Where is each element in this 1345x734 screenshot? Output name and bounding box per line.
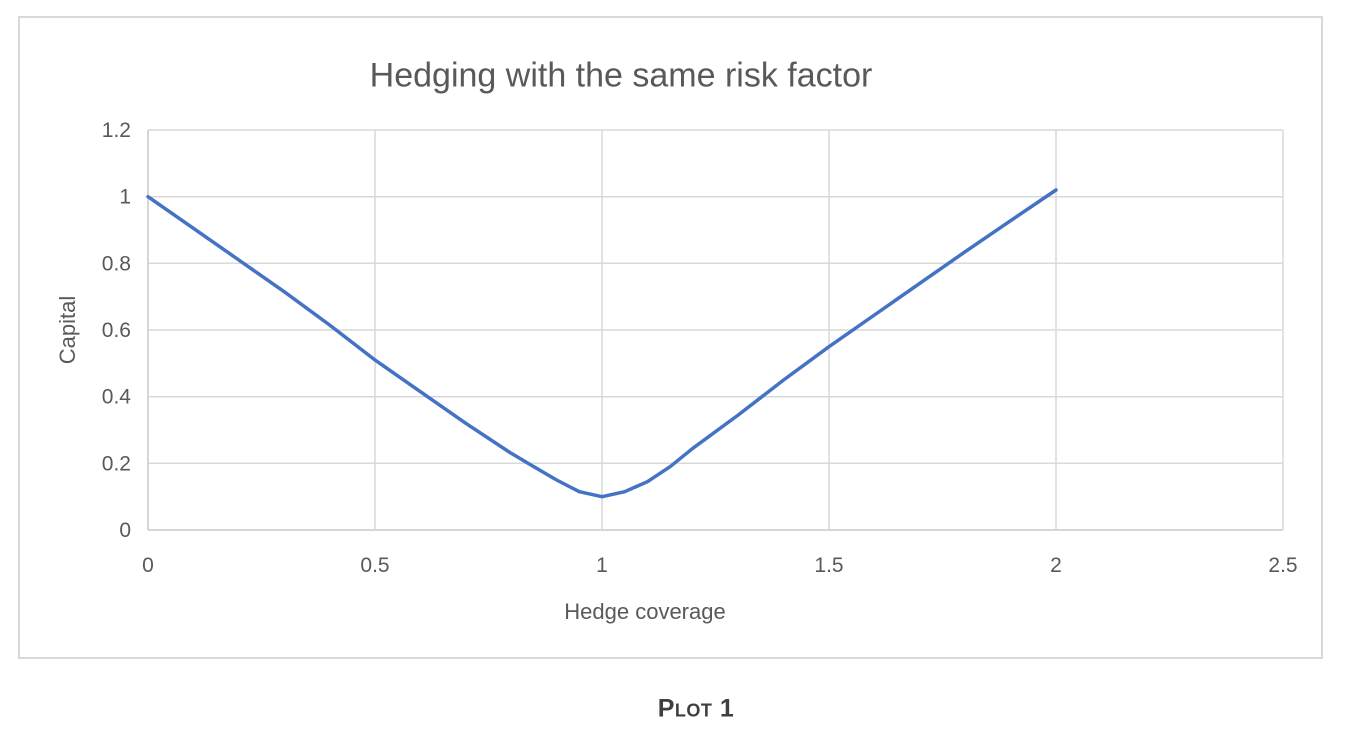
chart-title: Hedging with the same risk factor <box>369 56 873 95</box>
x-tick-label: 1 <box>596 554 608 577</box>
y-tick-label: 1 <box>119 186 131 209</box>
y-tick-label: 0 <box>119 519 131 542</box>
caption-text: Plot 1 <box>657 694 735 723</box>
series-line-capital <box>146 188 1058 499</box>
figure-caption: Plot 1 <box>658 695 735 724</box>
x-tick-label: 1.5 <box>814 554 843 577</box>
y-tick-label: 1.2 <box>102 119 131 142</box>
chart-frame <box>18 16 1323 659</box>
y-tick-label: 0.8 <box>102 252 131 275</box>
y-tick-label: 0.6 <box>102 319 131 342</box>
x-tick-label: 0 <box>142 554 154 577</box>
y-tick-label: 0.2 <box>102 452 131 475</box>
y-axis-title: Capital <box>55 295 80 365</box>
x-axis-title: Hedge coverage <box>564 599 726 624</box>
x-tick-label: 2.5 <box>1268 554 1297 577</box>
x-tick-label: 0.5 <box>360 554 389 577</box>
x-tick-label: 2 <box>1050 554 1062 577</box>
y-tick-label: 0.4 <box>102 386 132 409</box>
